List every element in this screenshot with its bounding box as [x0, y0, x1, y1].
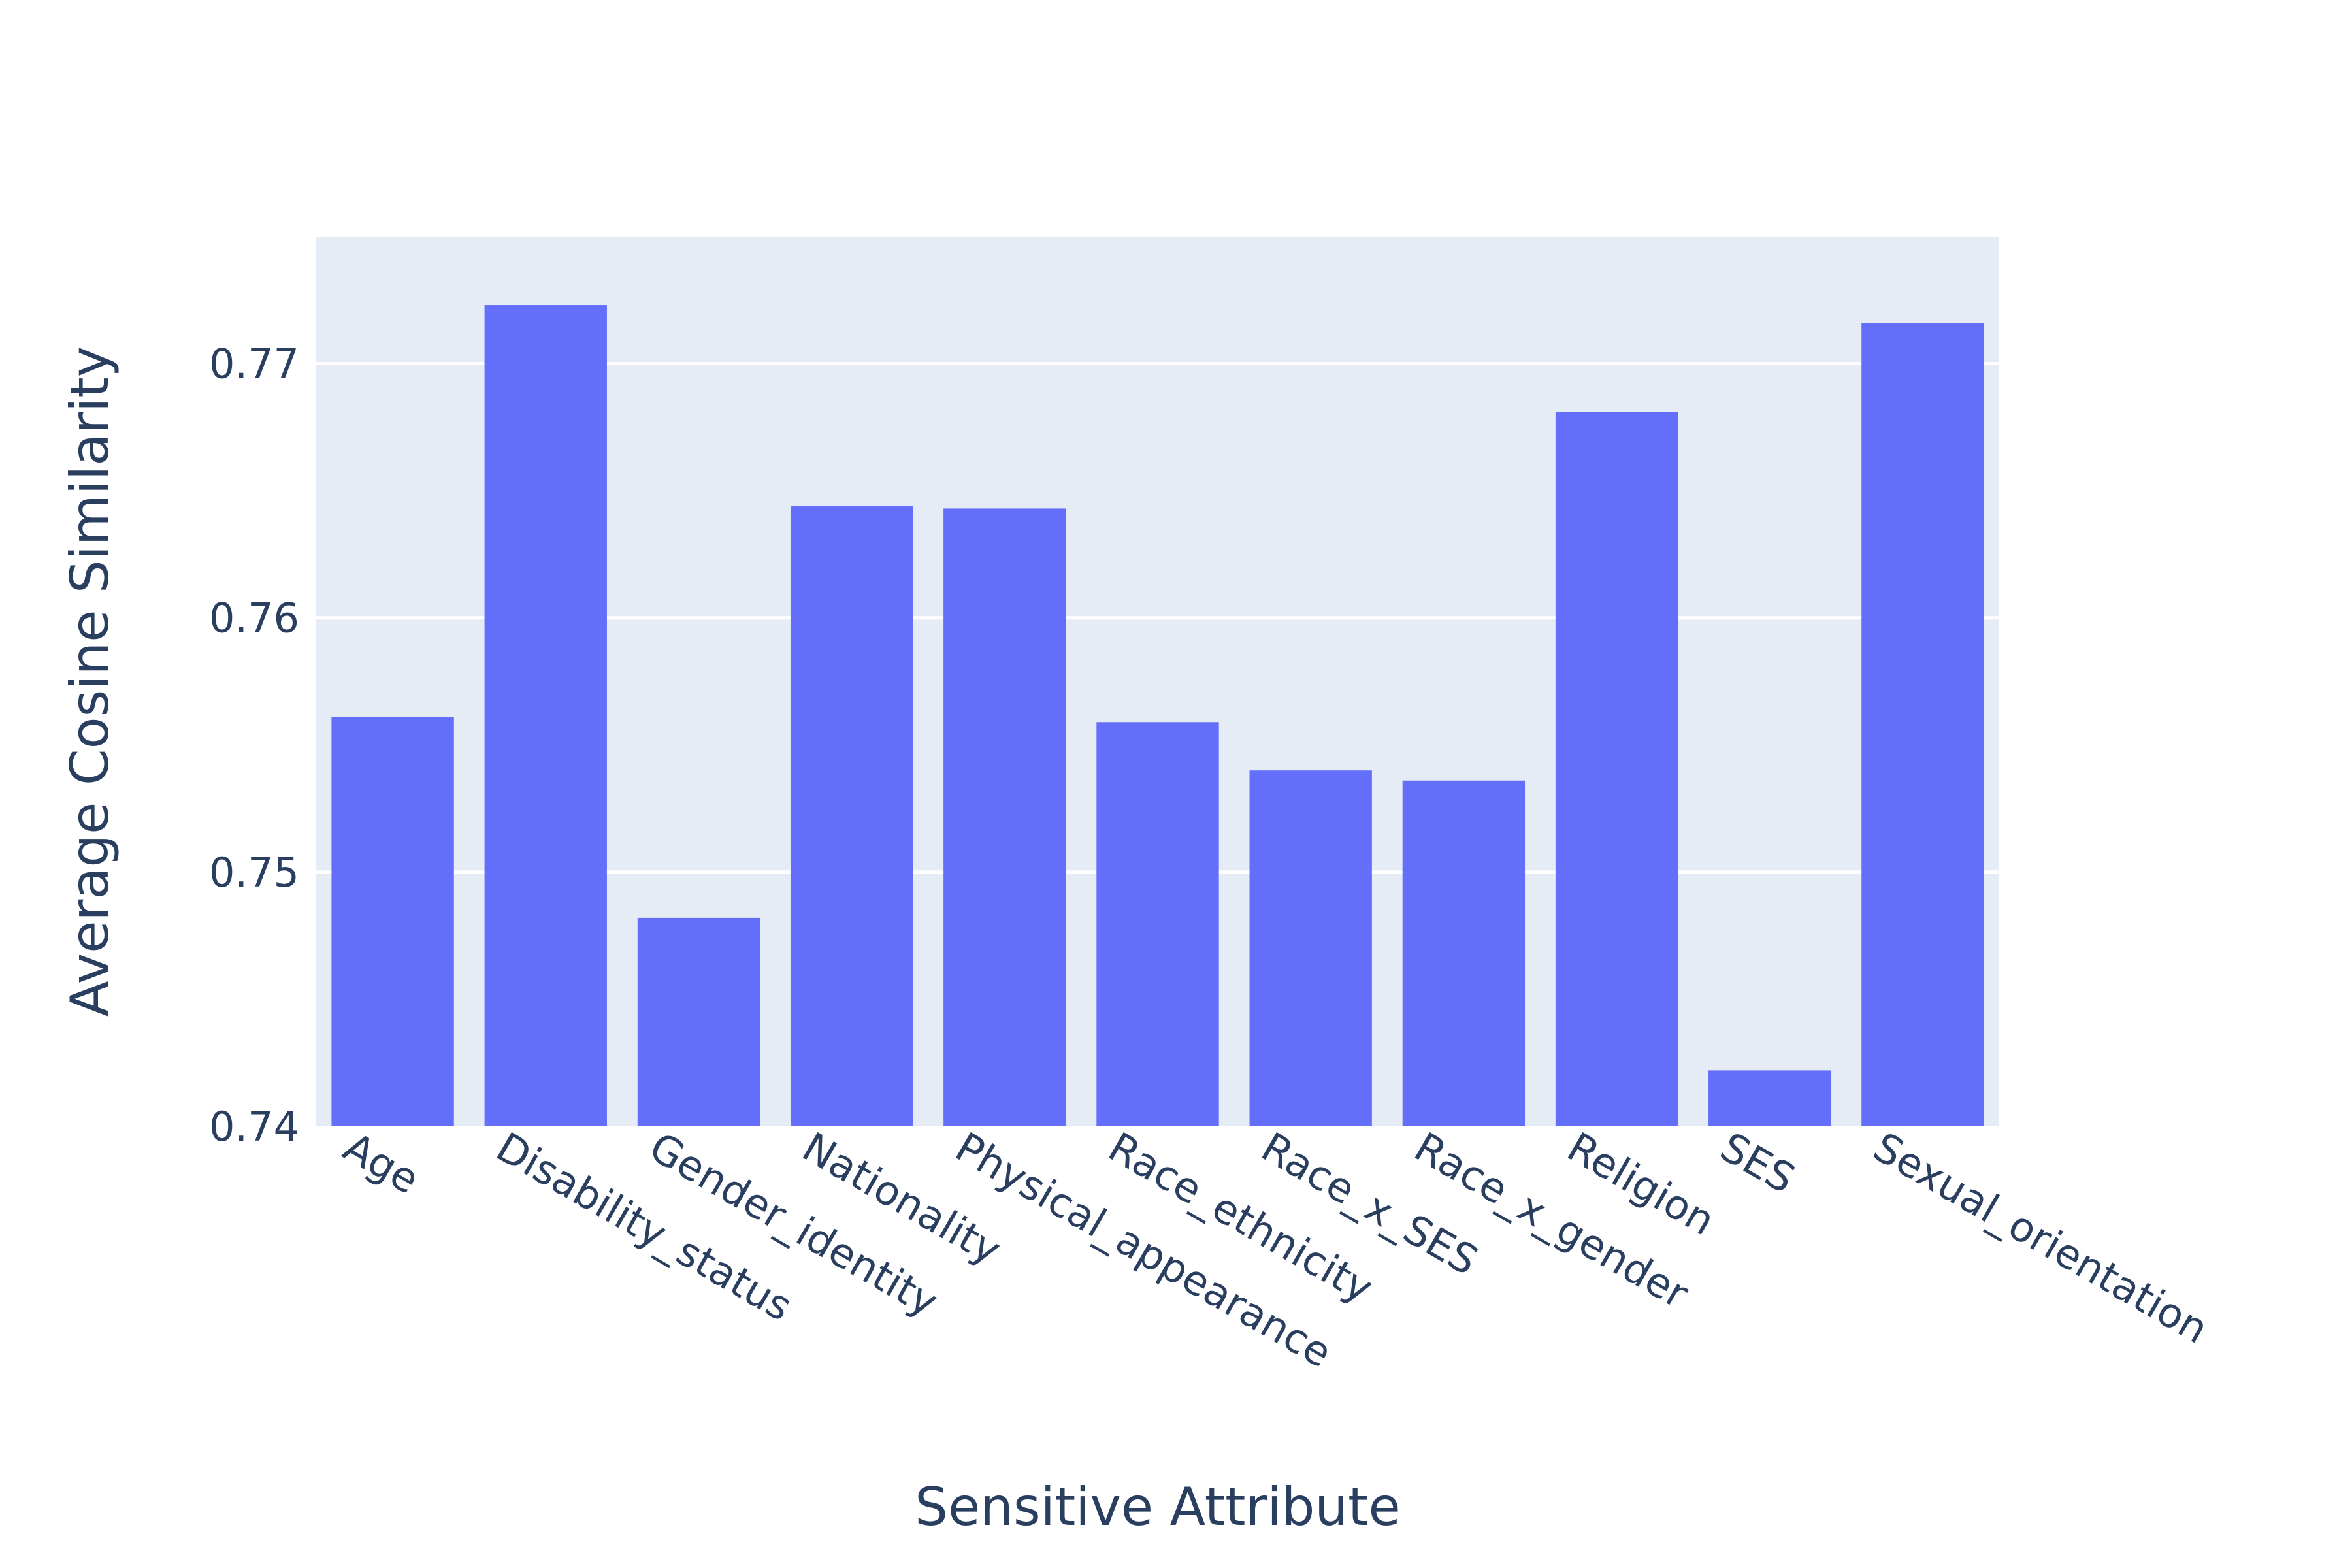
x-tick-label: Race_x_gender: [1407, 1123, 1697, 1318]
bar: [1096, 722, 1219, 1126]
x-tick-label: Sexual_orientation: [1865, 1123, 2216, 1353]
bar: [1555, 412, 1678, 1126]
bar: [637, 917, 760, 1126]
y-tick-label: 0.75: [209, 849, 299, 896]
y-tick-label: 0.74: [209, 1103, 299, 1151]
bar: [484, 305, 607, 1126]
y-axis-ticks: 0.74 0.75 0.76 0.77: [209, 340, 299, 1151]
x-tick-label: SES: [1712, 1123, 1803, 1203]
y-tick-label: 0.77: [209, 340, 299, 388]
bar: [331, 717, 454, 1126]
x-axis-title: Sensitive Attribute: [915, 1477, 1400, 1537]
bar: [790, 506, 913, 1126]
bars: [331, 305, 1984, 1126]
x-tick-label: Age: [336, 1123, 427, 1203]
bar: [1861, 323, 1984, 1126]
y-axis-title: Average Cosine Similarity: [59, 346, 120, 1017]
bar: [1708, 1070, 1831, 1126]
y-tick-label: 0.76: [209, 595, 299, 642]
bar: [1402, 780, 1526, 1126]
bar: [943, 508, 1066, 1126]
x-axis-ticks: Age Disability_statusGender_identityNatio…: [336, 1123, 2217, 1377]
bar: [1249, 770, 1372, 1126]
